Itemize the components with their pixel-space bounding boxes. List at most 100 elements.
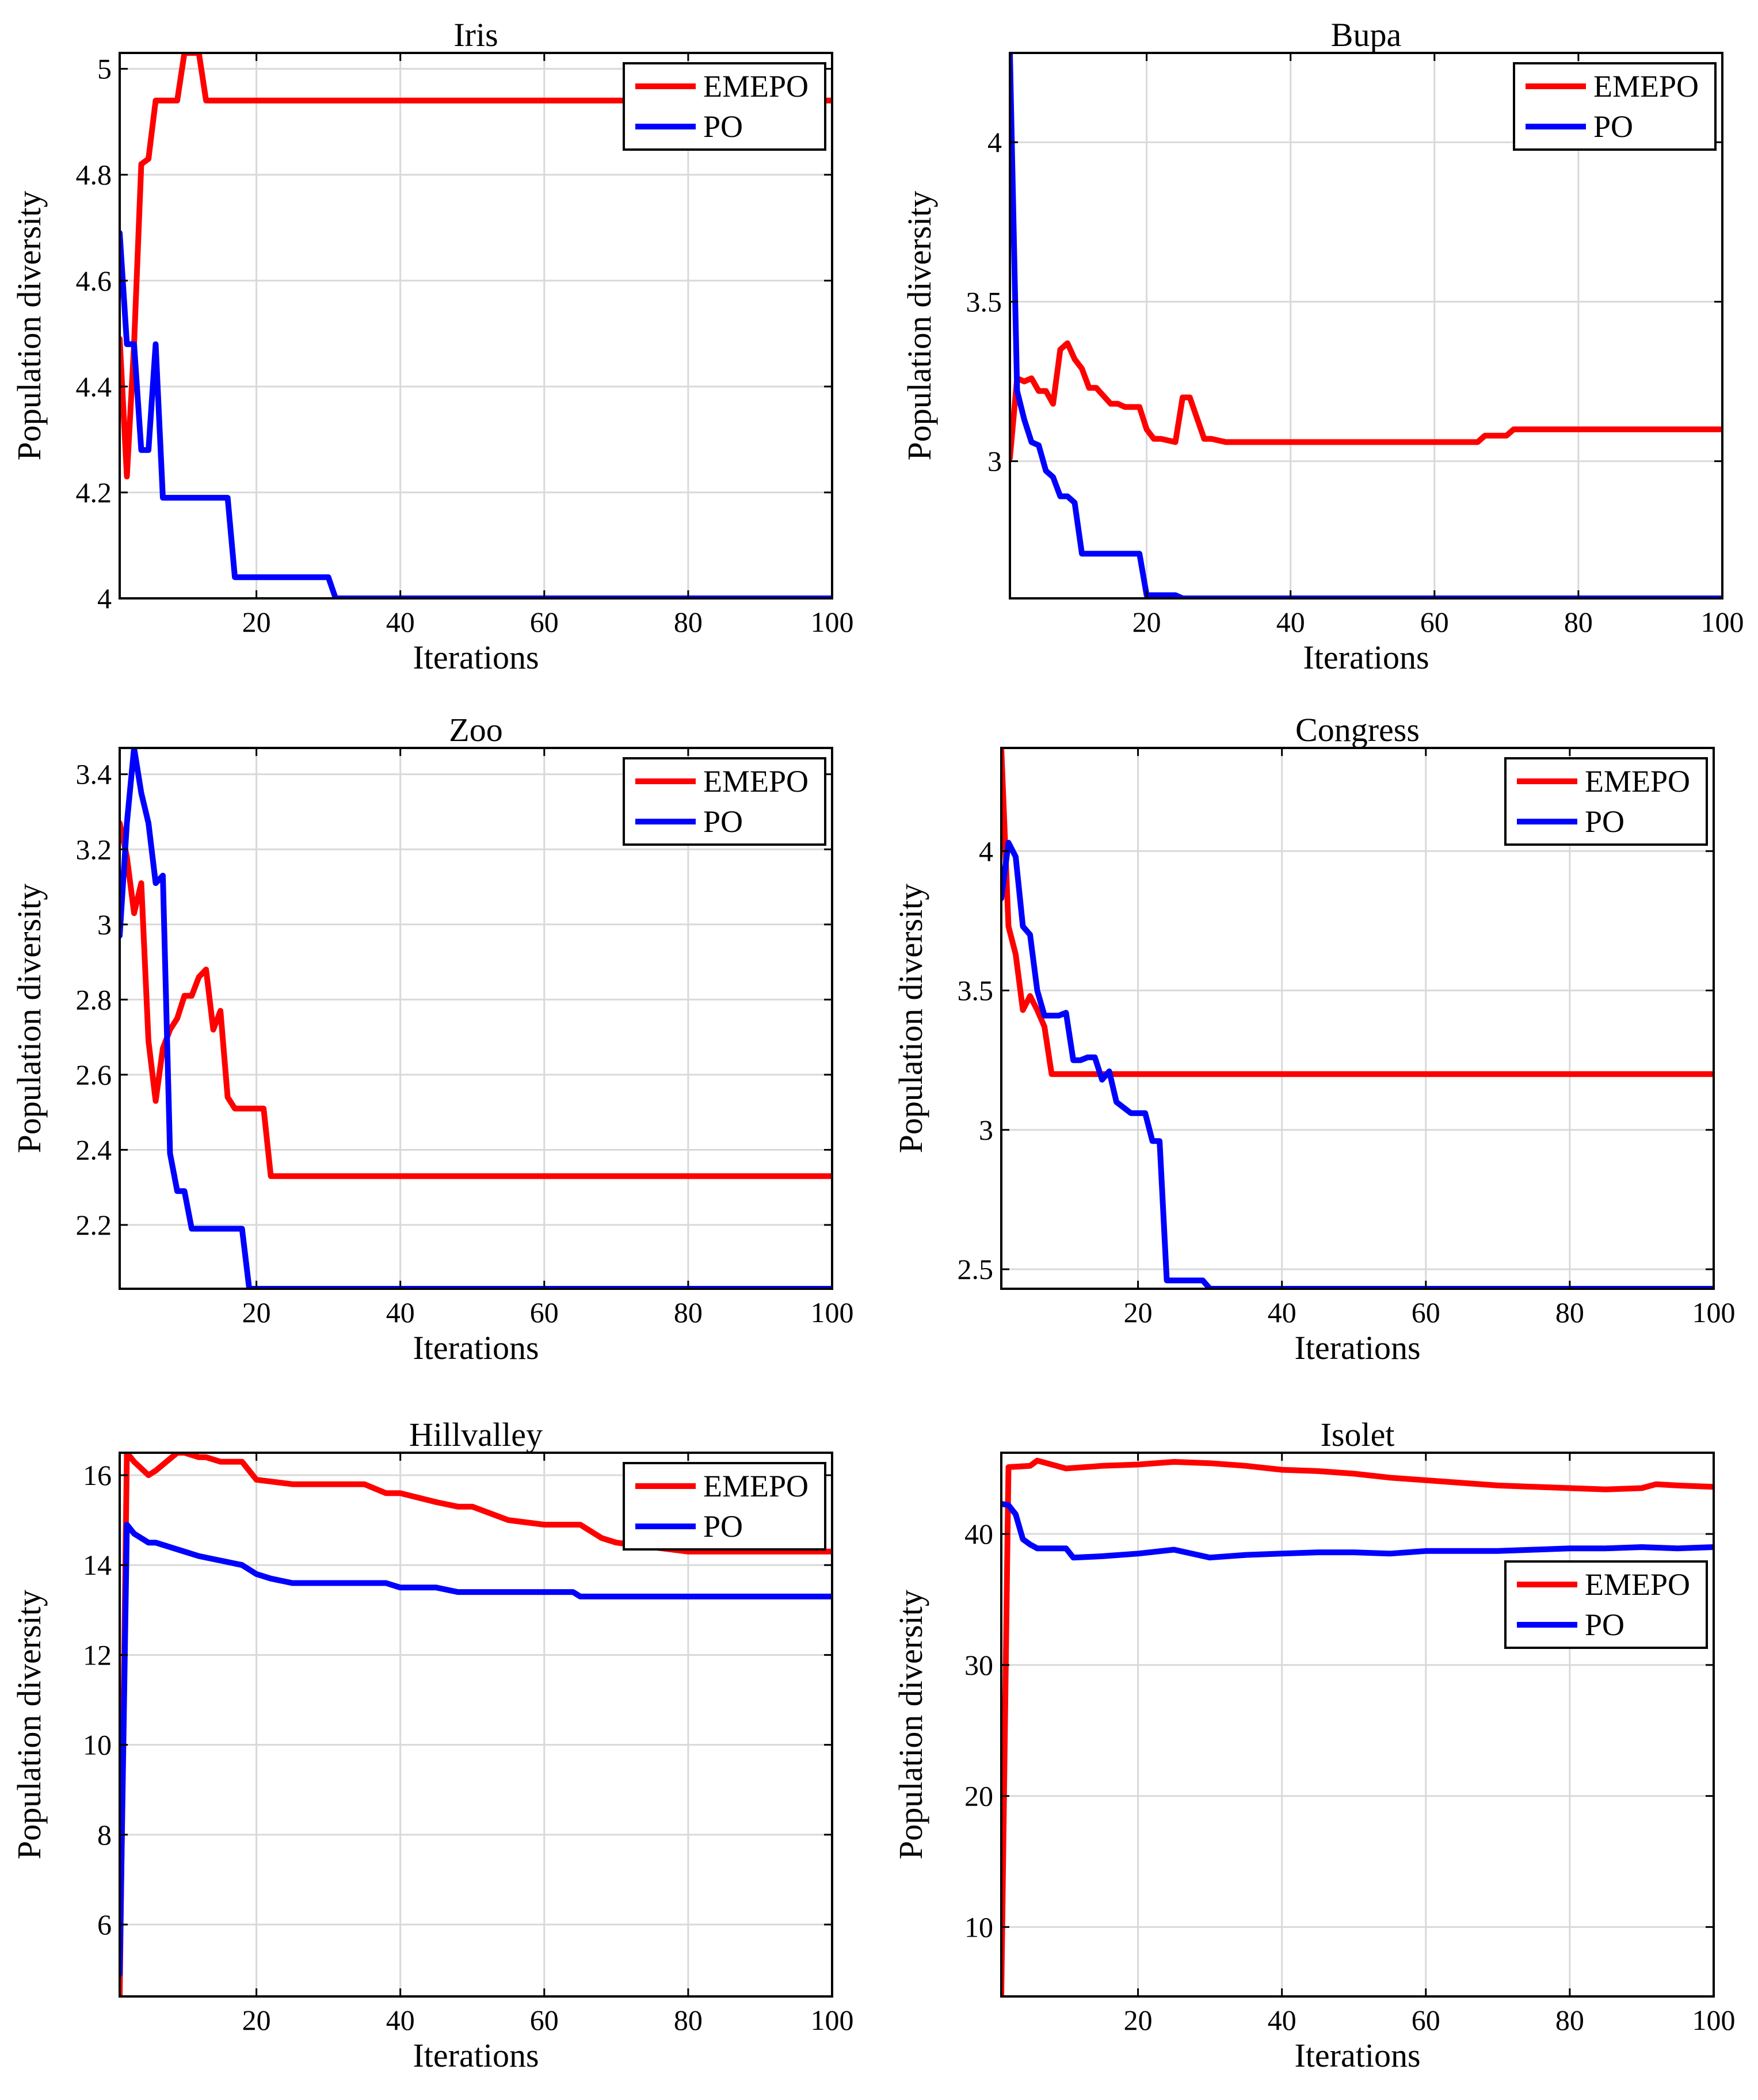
legend: EMEPO PO [623,62,826,151]
x-tick-label: 60 [1412,1296,1440,1328]
x-axis-label: Iterations [1294,2037,1420,2074]
x-tick-label: 20 [1132,606,1161,638]
y-tick-label: 4.8 [76,159,112,191]
x-axis-label: Iterations [1294,1329,1420,1366]
y-tick-label: 10 [83,1729,112,1761]
x-tick-label: 20 [242,2004,271,2036]
y-tick-label: 4.6 [76,265,112,297]
legend-label-po: PO [703,804,743,839]
y-tick-label: 14 [83,1549,112,1581]
chart-title: Bupa [1331,16,1401,54]
x-tick-label: 20 [1124,2004,1153,2036]
chart-title: Congress [1295,711,1420,749]
chart-panel-iris: 20 40 60 80 100 4 4.2 4.4 4.6 4.8 5 Iris Iterations P… [10,16,854,676]
x-tick-label: 40 [386,2004,415,2036]
x-axis-label: Iterations [1303,639,1429,676]
x-tick-label: 60 [530,2004,559,2036]
y-tick-label: 3.4 [76,758,112,791]
y-tick-label: 3.5 [958,975,994,1007]
chart-title: Iris [453,16,498,54]
legend: EMEPO PO [623,757,826,846]
series-line-po [1001,839,1714,1289]
y-axis-label: Population diversity [892,1590,929,1860]
x-tick-label: 80 [1555,1296,1584,1328]
y-tick-label: 3.5 [966,285,1002,318]
chart-panel-zoo: 20 40 60 80 100 2.2 2.4 2.6 2.8 3 3.2 3.4 Zoo Iterati… [10,711,854,1366]
x-axis-label: Iterations [413,1329,539,1366]
y-tick-label: 4 [97,582,112,614]
x-tick-label: 20 [242,606,271,638]
legend-label-emepo: EMEPO [1593,69,1699,104]
x-tick-label: 100 [1692,1296,1736,1328]
series-line-emepo [1010,340,1722,461]
legend-label-po: PO [1585,804,1624,839]
y-tick-label: 3 [97,908,112,941]
series-line-po [1010,53,1722,598]
y-tick-label: 2.4 [76,1133,112,1166]
legend-label-emepo: EMEPO [703,69,809,104]
x-axis-label: Iterations [413,639,539,676]
series-line-po [120,230,832,598]
y-axis-label: Population diversity [10,1590,48,1860]
chart-panel-bupa: 20 40 60 80 100 3 3.5 4 Bupa Iterations Population… [901,16,1744,676]
x-tick-label: 80 [674,1296,703,1328]
series-line-emepo [1001,1457,1714,1996]
y-tick-label: 8 [97,1819,112,1851]
y-tick-label: 4.2 [76,476,112,509]
chart-panel-hillvalley: 20 40 60 80 100 6 8 10 12 14 16 Hillvalley Iteration… [10,1416,854,2074]
x-tick-label: 20 [242,1296,271,1328]
x-tick-label: 100 [1701,606,1744,638]
legend-label-emepo: EMEPO [1585,764,1690,799]
legend-label-po: PO [1585,1608,1624,1642]
x-tick-label: 60 [530,606,559,638]
x-tick-label: 80 [1564,606,1593,638]
x-tick-label: 60 [1412,2004,1440,2036]
x-tick-label: 20 [1124,1296,1153,1328]
x-tick-label: 60 [530,1296,559,1328]
series-line-po [1001,1500,1714,1561]
y-tick-label: 16 [83,1459,112,1491]
plot-area-frame [119,747,833,1290]
y-axis-label: Population diversity [892,884,929,1154]
x-axis-label: Iterations [413,2037,539,2074]
y-axis-label: Population diversity [10,884,48,1154]
legend-box [1513,62,1717,151]
plot-area-frame [1009,52,1723,600]
series-line-emepo [120,820,832,1179]
legend-label-po: PO [703,1509,743,1544]
y-tick-label: 30 [964,1649,993,1681]
plot-area-frame [119,1452,833,1998]
series-line-po [120,1522,832,1977]
plot-area-frame [1000,747,1715,1290]
series-line-emepo [1001,748,1714,1077]
x-tick-label: 100 [811,1296,854,1328]
legend-box [623,62,826,151]
legend: EMEPO PO [1504,1560,1708,1649]
chart-title: Hillvalley [409,1416,543,1453]
y-tick-label: 4 [979,835,993,867]
y-tick-label: 4.4 [76,371,112,403]
legend: EMEPO PO [623,1462,826,1551]
plot-area-frame [1000,1452,1715,1998]
series-line-emepo [120,53,832,480]
y-tick-label: 3 [987,445,1002,478]
x-tick-label: 80 [1555,2004,1584,2036]
legend-label-emepo: EMEPO [1585,1567,1690,1602]
series-line-po [120,748,832,1289]
x-tick-label: 40 [1268,1296,1296,1328]
y-axis-label: Population diversity [901,191,938,461]
x-tick-label: 100 [1692,2004,1736,2036]
y-tick-label: 6 [97,1908,112,1941]
y-tick-label: 4 [987,126,1002,158]
legend-box [623,757,826,846]
legend: EMEPO PO [1513,62,1717,151]
y-axis-label: Population diversity [10,191,48,461]
legend-label-po: PO [703,109,743,144]
legend-box [1504,757,1708,846]
x-tick-label: 80 [674,606,703,638]
y-tick-label: 2.6 [76,1059,112,1091]
y-tick-label: 12 [83,1639,112,1671]
chart-panel-isolet: 20 40 60 80 100 10 20 30 40 Isolet Iterations Popul… [892,1416,1736,2074]
x-tick-label: 40 [386,1296,415,1328]
